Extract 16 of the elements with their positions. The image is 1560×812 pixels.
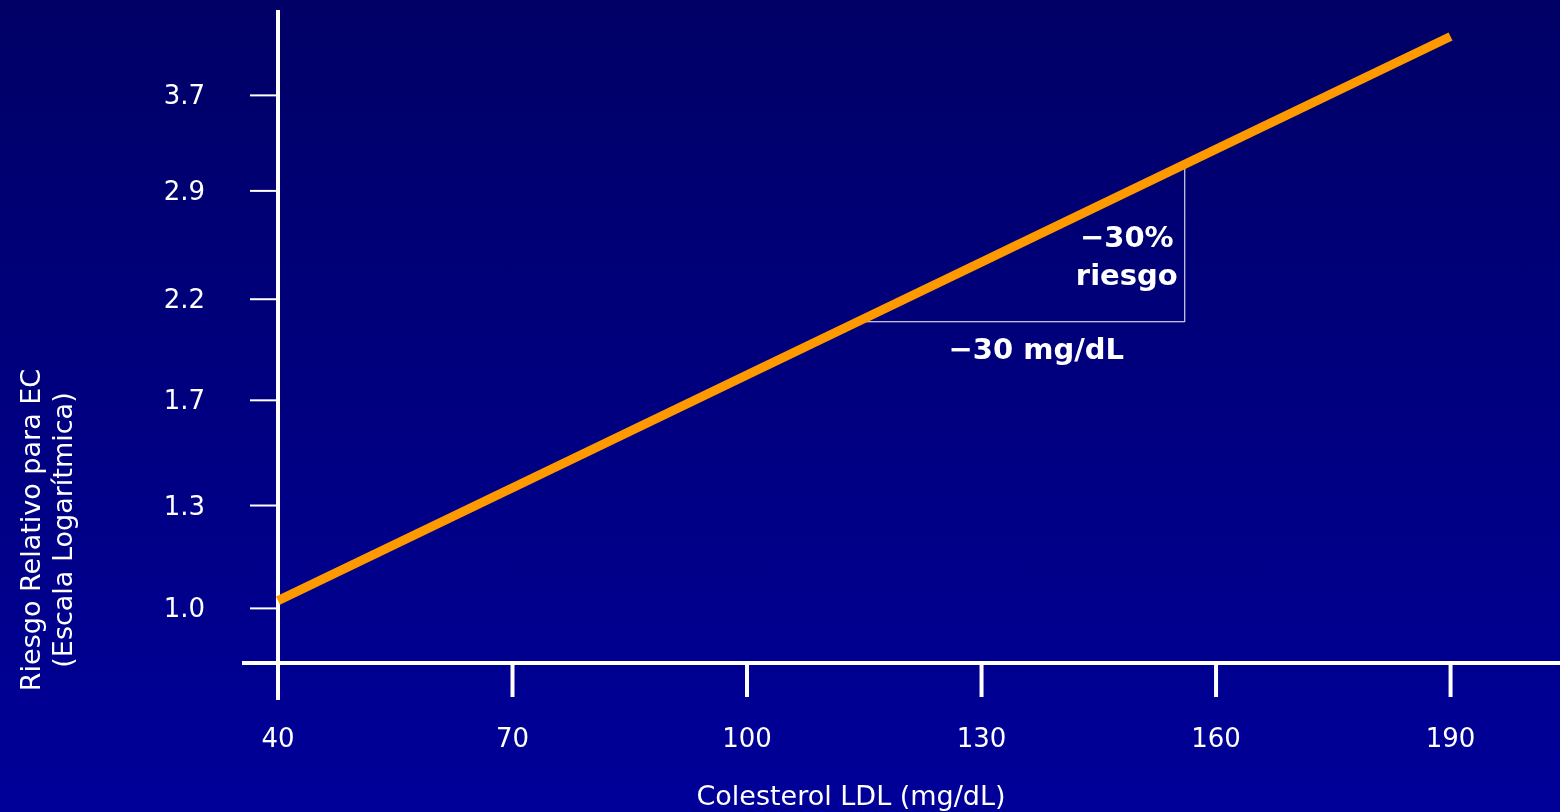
x-tick-label: 190 xyxy=(1425,723,1476,753)
x-axis-title: Colesterol LDL (mg/dL) xyxy=(696,780,1006,811)
y-tick-label: 1.3 xyxy=(163,490,205,521)
x-tick-label: 70 xyxy=(495,723,530,753)
y-tick-label: 2.9 xyxy=(163,176,205,206)
annotation: −30% riesgo xyxy=(1075,219,1178,292)
y-tick-label: 1.0 xyxy=(163,593,205,624)
annotation: −30 mg/dL xyxy=(948,331,1124,366)
x-tick-label: 100 xyxy=(722,723,772,753)
x-tick-label: 40 xyxy=(261,723,295,753)
x-tick-label: 130 xyxy=(956,723,1007,753)
y-tick-label: 2.2 xyxy=(163,284,205,315)
y-axis-title: Riesgo Relativo para EC (Escala Logarítmica) xyxy=(15,368,78,692)
x-tick-label: 160 xyxy=(1191,723,1241,753)
y-tick-label: 3.7 xyxy=(163,80,205,111)
y-tick-label: 1.7 xyxy=(163,385,205,416)
